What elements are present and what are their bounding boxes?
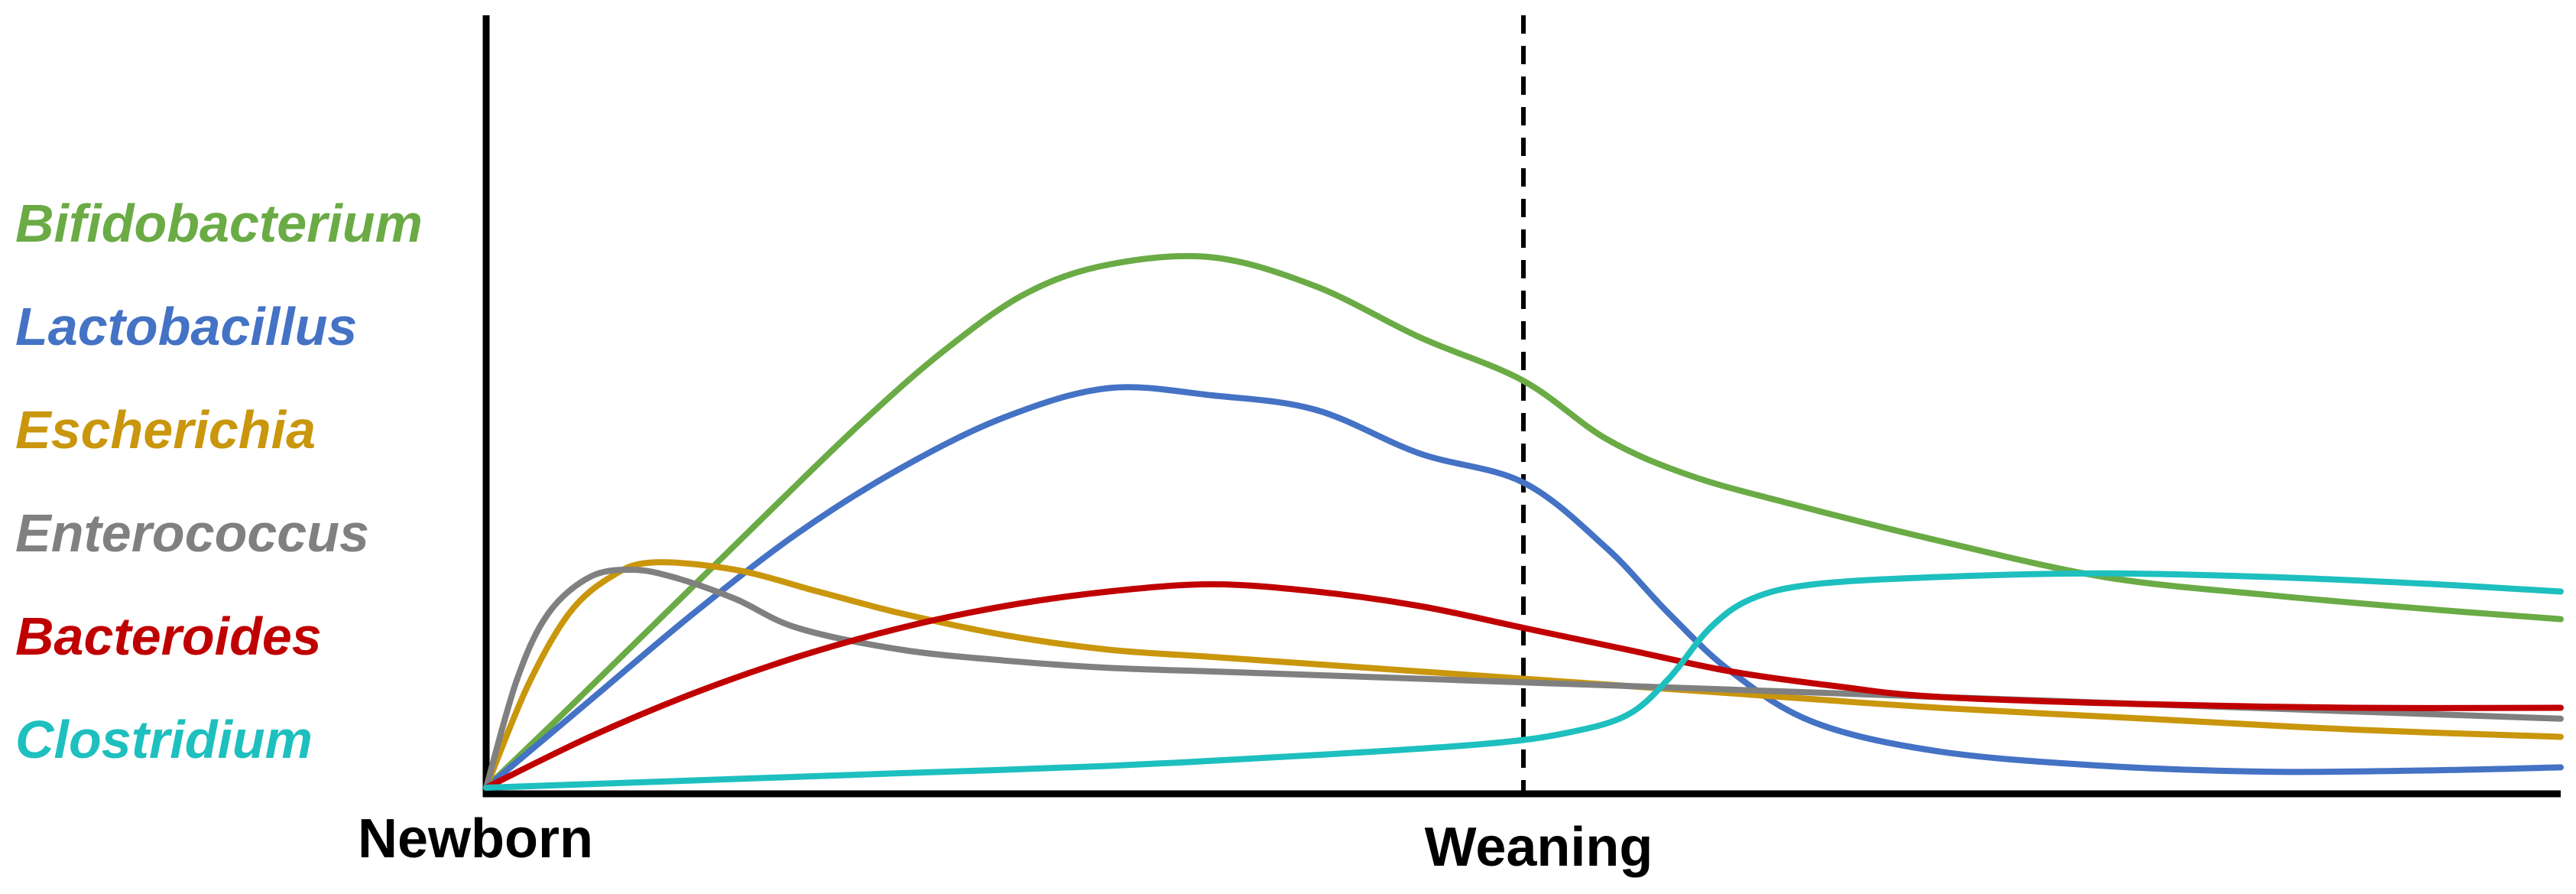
legend: Bifidobacterium Lactobacillus Escherichia E… [15,193,423,769]
legend-label-bacteroides: Bacteroides [15,606,322,666]
legend-label-bifidobacterium: Bifidobacterium [15,193,423,253]
series-line-bacteroides [483,581,2564,791]
legend-label-lactobacillus: Lactobacillus [15,297,357,356]
x-tick-label-newborn: Newborn [358,808,593,870]
series-line-escherichia [483,559,2564,791]
legend-label-escherichia: Escherichia [15,400,316,460]
x-tick-label-weaning: Weaning [1425,817,1653,878]
series-layer [483,252,2564,791]
legend-label-enterococcus: Enterococcus [15,503,369,563]
legend-label-clostridium: Clostridium [15,710,313,769]
series-line-bifidobacterium [483,252,2564,791]
x-tick-labels: Newborn Weaning [358,808,1653,878]
series-line-lactobacillus [483,384,2564,791]
series-line-clostridium [483,570,2564,791]
